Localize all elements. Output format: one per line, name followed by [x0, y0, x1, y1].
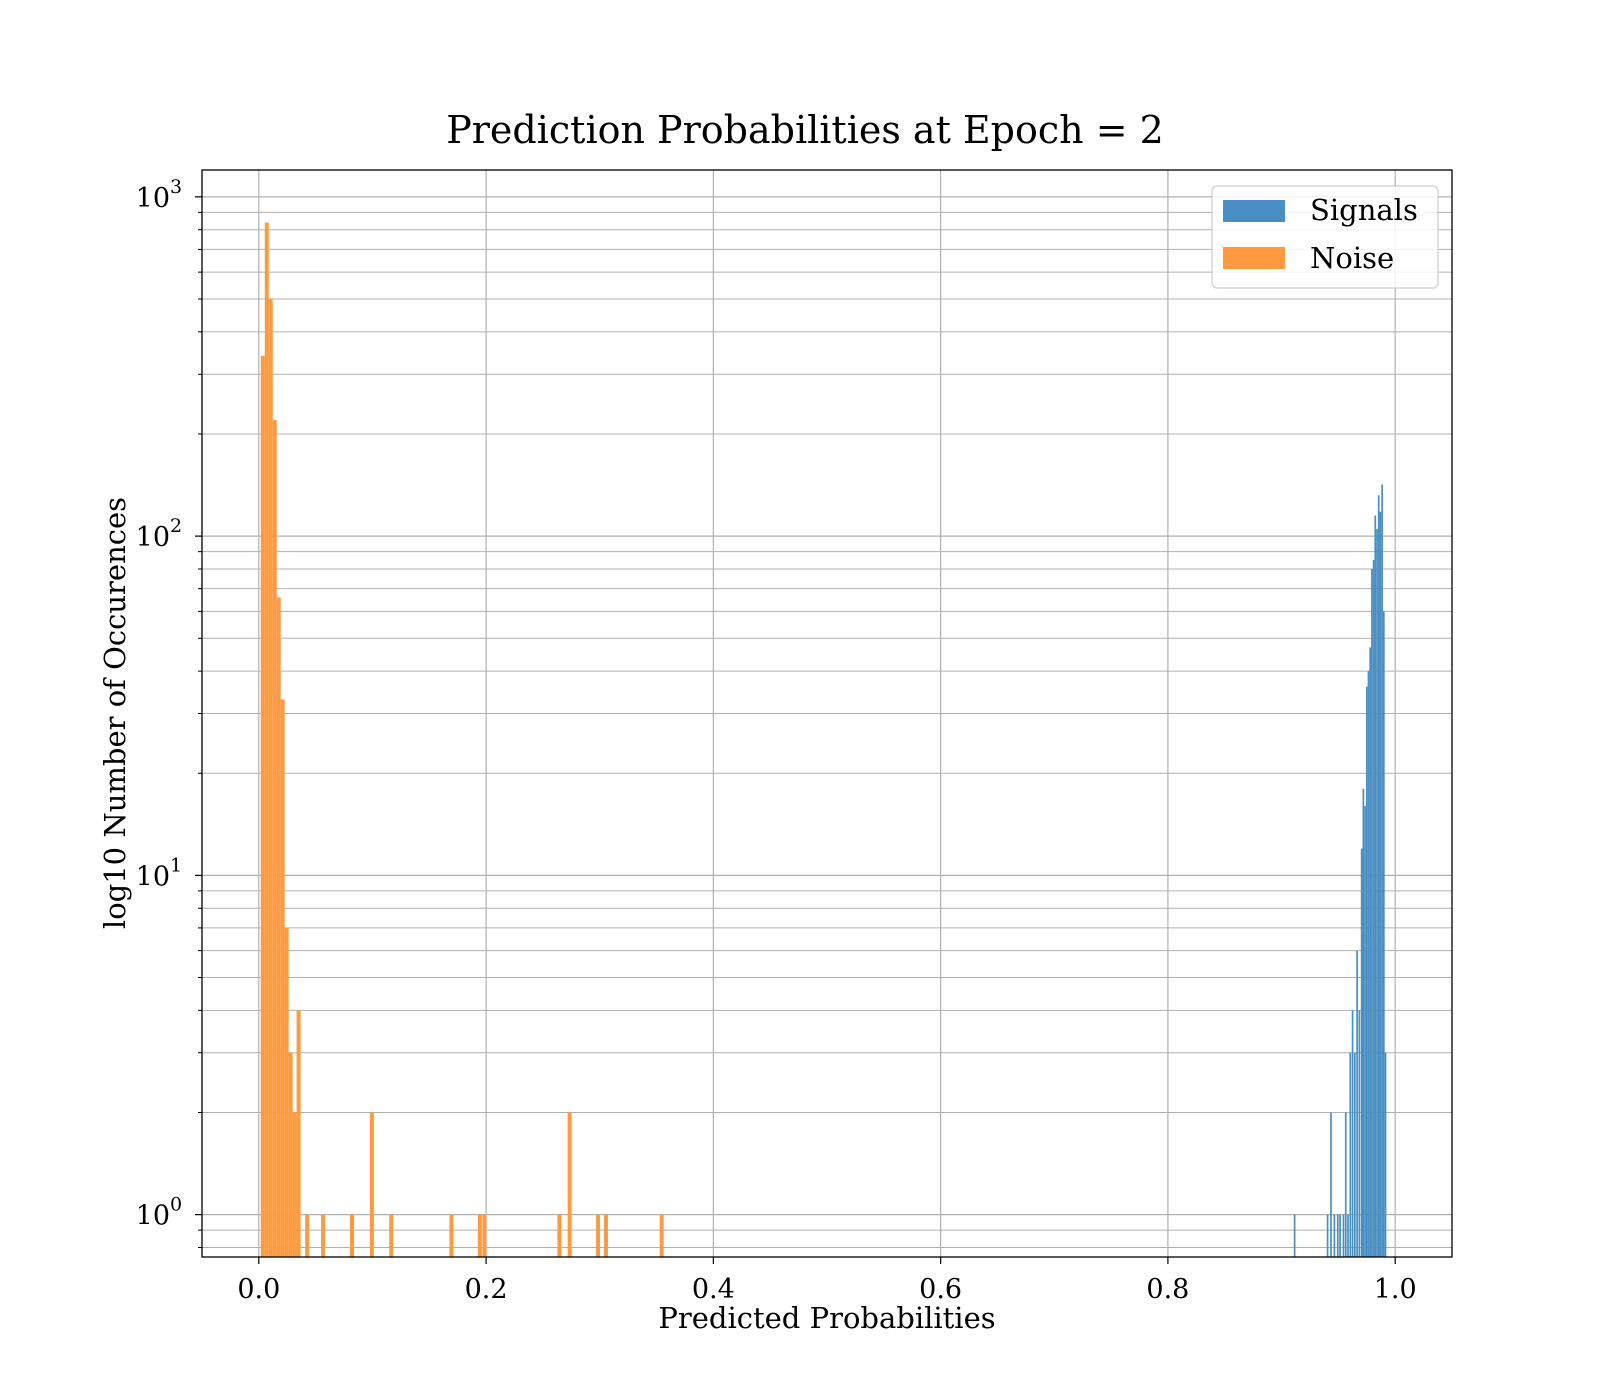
signals-bar: [1356, 950, 1358, 1257]
signals-bar: [1371, 568, 1373, 1257]
noise-bar: [296, 1010, 301, 1257]
noise-bar: [369, 1112, 374, 1257]
signals-bar: [1362, 788, 1365, 1257]
signals-bar: [1326, 1214, 1329, 1257]
signals-bar: [1339, 1214, 1341, 1257]
noise-bar: [389, 1214, 394, 1257]
y-tick-label: 10: [136, 1201, 170, 1232]
signals-bar: [1358, 1010, 1361, 1257]
signals-bar: [1365, 686, 1368, 1257]
noise-bar: [659, 1214, 664, 1257]
legend-swatch-signals: [1223, 200, 1285, 222]
noise-bar: [603, 1214, 608, 1257]
noise-bar: [305, 1214, 310, 1257]
x-tick-label: 0.6: [919, 1274, 962, 1305]
noise-bar: [557, 1214, 562, 1257]
noise-bar: [350, 1214, 354, 1257]
noise-bar: [567, 1112, 572, 1257]
y-tick-exponent: 3: [170, 176, 182, 198]
signals-bar: [1376, 528, 1378, 1257]
signals-bar: [1360, 848, 1363, 1257]
plot-area: [201, 169, 1453, 1258]
noise-bar: [482, 1214, 487, 1257]
signals-bar: [1344, 1112, 1347, 1257]
noise-bar: [276, 597, 281, 1257]
noise-bar: [449, 1214, 454, 1257]
noise-bar: [321, 1214, 326, 1257]
legend-swatch-noise: [1223, 247, 1285, 269]
x-tick-label: 0.4: [692, 1274, 735, 1305]
signals-bar: [1364, 806, 1366, 1257]
noise-bar: [272, 419, 277, 1257]
y-tick-exponent: 0: [170, 1194, 182, 1216]
signals-bar: [1336, 1214, 1339, 1257]
noise-bar: [596, 1214, 601, 1257]
noise-bar: [264, 222, 269, 1257]
signals-bar: [1384, 1052, 1387, 1257]
legend-label-signals: Signals: [1310, 193, 1418, 227]
x-tick-label: 0.8: [1146, 1274, 1189, 1305]
x-axis-label: Predicted Probabilities: [658, 1301, 995, 1335]
noise-bar: [268, 298, 273, 1257]
x-tick-label: 0.0: [237, 1274, 280, 1305]
noise-bar: [284, 927, 289, 1257]
signals-bar: [1367, 671, 1370, 1257]
signals-bar: [1372, 560, 1375, 1257]
signals-bar: [1382, 611, 1385, 1257]
y-axis-label: log10 Number of Occurences: [98, 497, 132, 929]
signals-bar: [1349, 1052, 1352, 1257]
signals-bar: [1374, 515, 1377, 1257]
signals-bar: [1377, 495, 1380, 1258]
legend-label-noise: Noise: [1310, 241, 1394, 275]
signals-bar: [1381, 484, 1383, 1257]
signals-bar: [1379, 511, 1382, 1258]
noise-bars: [260, 222, 664, 1257]
noise-bar: [477, 1214, 482, 1257]
signals-bar: [1293, 1214, 1296, 1257]
x-tick-label: 1.0: [1374, 1274, 1417, 1305]
signals-bar: [1347, 1214, 1349, 1257]
x-axis-ticks: 0.0 0.2 0.4 0.6 0.8 1.0: [237, 1257, 1417, 1305]
noise-bar: [280, 699, 285, 1257]
noise-bar: [260, 355, 265, 1257]
x-tick-label: 0.2: [465, 1274, 508, 1305]
signals-bar: [1353, 1052, 1356, 1257]
signals-bar: [1330, 1112, 1332, 1257]
chart-title: Prediction Probabilities at Epoch = 2: [446, 108, 1164, 152]
signals-bar: [1369, 647, 1372, 1257]
major-gridlines: [202, 170, 1452, 1257]
signals-bar: [1351, 1010, 1354, 1257]
signals-bar: [1342, 1214, 1345, 1257]
legend: Signals Noise: [1211, 185, 1439, 289]
y-tick-label: 10: [136, 522, 170, 553]
noise-bar: [288, 1052, 293, 1257]
y-tick-exponent: 1: [170, 854, 182, 876]
noise-bar: [292, 1112, 297, 1257]
signals-bars: [1293, 484, 1387, 1258]
y-tick-label: 10: [136, 183, 170, 214]
signals-bar: [1333, 1214, 1336, 1257]
y-tick-exponent: 2: [170, 515, 182, 537]
y-tick-label: 10: [136, 861, 170, 892]
